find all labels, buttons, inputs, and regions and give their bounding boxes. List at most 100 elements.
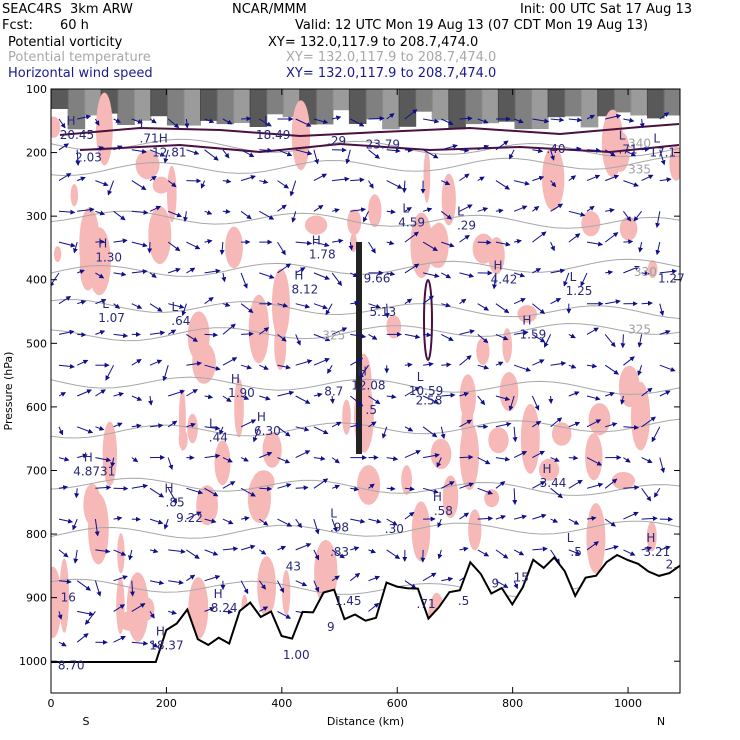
stratosphere-shading (365, 89, 384, 120)
wind-arrow (240, 544, 256, 551)
wind-arrow (168, 210, 182, 218)
wind-arrow (512, 426, 518, 443)
wind-arrow (641, 488, 652, 502)
pv-shading-blob (488, 427, 509, 454)
wind-arrow (441, 481, 455, 489)
wind-arrow (532, 450, 545, 459)
wind-arrow (240, 580, 249, 595)
pv-shading-blob (59, 558, 69, 633)
wind-arrow (277, 364, 291, 370)
pv-shading-blob (257, 556, 276, 617)
wind-arrow (240, 487, 256, 497)
wind-arrow (95, 146, 104, 151)
wind-arrow (219, 242, 225, 256)
wind-arrow (259, 549, 267, 555)
pv-shading-blob (411, 501, 431, 562)
wind-arrow (186, 549, 200, 559)
stratosphere-shading (150, 89, 168, 117)
wind-arrow (222, 481, 236, 489)
isentrope-line (51, 155, 680, 177)
wind-arrow (105, 364, 115, 381)
extremum-marker: L (140, 118, 147, 132)
wind-arrow (423, 332, 432, 338)
pv-shading-blob (468, 509, 482, 551)
init-time: Init: 00 UTC Sat 17 Aug 13 (520, 2, 693, 17)
wind-arrow (222, 149, 230, 159)
isentrope-line (51, 210, 680, 229)
wind-arrow (331, 208, 340, 213)
wind-arrow (149, 359, 163, 366)
wind-arrow (638, 242, 643, 253)
wind-arrow (568, 363, 577, 369)
wind-arrow (531, 395, 540, 411)
wind-arrow (277, 204, 287, 212)
extremum-value: 4.8731 (73, 465, 115, 479)
wind-arrow (368, 115, 385, 121)
forecast-label: Fcst: (2, 18, 33, 33)
wind-arrow (350, 272, 359, 278)
wind-arrow (162, 365, 169, 382)
wind-arrow (568, 210, 586, 217)
pv-shading-blob (499, 372, 519, 412)
x-tick-label: 600 (387, 697, 408, 710)
wind-arrow (359, 364, 369, 379)
wind-arrow (241, 516, 250, 521)
wind-arrow (605, 207, 615, 213)
field-name-theta: Potential temperature (8, 50, 151, 65)
wind-arrow (404, 231, 419, 243)
wind-arrow (568, 117, 583, 123)
extremum-value: .71 (417, 597, 436, 611)
wind-arrow (495, 514, 506, 520)
wind-arrow (240, 395, 250, 400)
extremum-value: 1.45 (335, 594, 362, 608)
wind-arrow (77, 453, 88, 459)
wind-arrow (459, 272, 475, 278)
wind-arrow (404, 426, 414, 432)
wind-arrow (495, 456, 511, 462)
wind-arrow (580, 272, 588, 287)
wind-arrow (113, 604, 126, 612)
wind-arrow (586, 205, 595, 212)
wind-arrow (404, 207, 413, 212)
endpoint-north: N (657, 715, 665, 728)
pv-shading-blob (619, 216, 638, 241)
wind-arrow (295, 426, 310, 432)
wind-arrow (95, 485, 112, 491)
extremum-value: 9 (492, 577, 500, 591)
wind-arrow (659, 112, 670, 120)
pv-contour-line (59, 123, 680, 138)
wind-arrow (277, 241, 286, 256)
wind-arrow (495, 180, 511, 190)
wind-arrow (222, 457, 233, 463)
stratosphere-shading (183, 89, 201, 126)
wind-arrow (532, 513, 547, 520)
x-tick-label: 200 (156, 697, 177, 710)
wind-arrow (131, 640, 149, 646)
wind-arrow (349, 395, 364, 407)
wind-arrow (76, 580, 91, 591)
wind-arrow (58, 329, 75, 335)
wind-arrow (95, 239, 105, 245)
wind-arrow (477, 516, 494, 522)
wind-arrow (259, 364, 269, 370)
wind-arrow (495, 481, 506, 489)
wind-arrow (655, 241, 661, 256)
wind-arrow (149, 175, 157, 182)
pv-shading-blob (247, 474, 271, 523)
wind-arrow (350, 177, 365, 183)
wind-arrow (477, 334, 489, 344)
wind-arrow (277, 263, 292, 274)
wind-arrow (641, 270, 650, 276)
isentrope-line (51, 322, 680, 342)
wind-arrow (329, 395, 335, 404)
wind-arrow (259, 606, 269, 612)
wind-arrow (620, 395, 625, 405)
stratosphere-shading (464, 89, 483, 125)
wind-arrow (386, 456, 399, 462)
wind-arrow (568, 175, 577, 182)
wind-arrow (277, 518, 293, 527)
wind-arrow (313, 358, 330, 366)
wind-arrow (641, 300, 653, 306)
wind-arrow (437, 549, 443, 560)
pv-shading-blob (538, 458, 560, 481)
